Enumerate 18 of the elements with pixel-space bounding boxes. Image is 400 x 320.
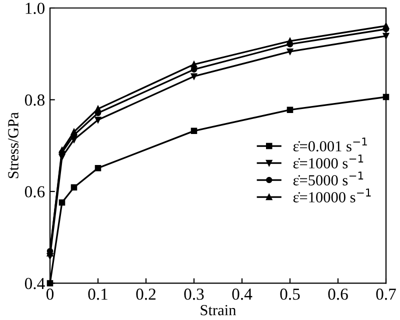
x-tick-label: 0.4	[232, 288, 252, 300]
legend-label: ε̇=10000 s$^{−1}$	[293, 188, 371, 202]
y-tick-label: 0.4	[24, 278, 45, 290]
y-tick-label: 1.0	[26, 2, 45, 14]
x-tick-label: 0.1	[88, 288, 108, 300]
legend-label: ε̇=5000 s$^{−1}$	[293, 172, 364, 186]
x-tick-label: 0.3	[184, 288, 204, 300]
y-tick-label: 0.8	[24, 94, 45, 106]
legend-label: ε̇=0.001 s$^{−1}$	[293, 138, 367, 152]
x-tick-label: 0.6	[328, 288, 348, 300]
x-axis-title: Strain	[200, 305, 236, 316]
x-tick-label: 0	[46, 288, 54, 300]
legend-label: ε̇=1000 s$^{−1}$	[293, 154, 364, 168]
x-tick-label: 0.7	[376, 288, 396, 300]
x-tick-label: 0.2	[136, 288, 156, 300]
y-tick-label: 0.6	[24, 186, 45, 198]
x-tick-label: 0.5	[280, 288, 300, 300]
y-axis-title: Stress/GPa	[8, 112, 18, 178]
